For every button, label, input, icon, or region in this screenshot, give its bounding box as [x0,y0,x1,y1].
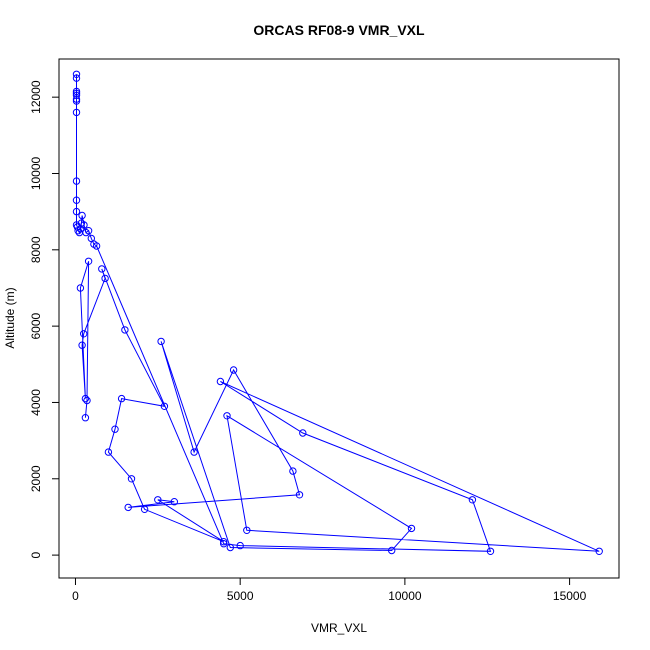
data-point [101,274,109,283]
data-point [388,546,396,555]
data-point [220,540,228,548]
data-point [220,538,228,546]
data-point [72,87,81,96]
data-point [78,211,86,220]
data-point [111,425,119,433]
x-axis: 0 5000 10000 15000 [72,577,587,603]
data-point [72,196,81,204]
data-point [72,108,81,117]
data-point [157,337,165,346]
data-point [76,284,85,292]
data-point [216,377,225,386]
data-point [72,74,81,82]
data-series [72,70,603,555]
data-point [80,330,88,338]
data-point [243,526,251,534]
data-point [98,265,106,273]
data-point [295,491,304,499]
data-point [78,341,86,349]
x-tick-label: 0 [72,589,79,603]
data-point [80,221,88,229]
data-point [229,366,238,374]
data-point [72,89,81,98]
data-point [81,414,90,422]
data-point [104,448,113,456]
y-tick-label: 0 [29,551,43,558]
data-point [190,448,198,456]
data-point [72,70,81,79]
x-tick-label: 10000 [388,589,422,603]
data-point [170,498,179,506]
data-point [72,177,81,185]
data-point [226,543,235,552]
y-axis-label: Altitude (m) [3,287,17,348]
data-point [236,541,244,550]
y-tick-label: 8000 [29,236,43,263]
data-point [140,505,149,513]
x-tick-label: 15000 [553,589,587,603]
data-point [72,207,81,216]
data-point [72,97,81,105]
data-point [468,496,477,504]
data-point [127,475,136,483]
data-point [154,496,162,504]
chart-title: ORCAS RF08-9 VMR_VXL [253,22,425,38]
data-point [72,91,81,100]
data-point [124,503,132,512]
data-point [81,394,90,403]
series-line [76,74,600,552]
data-point [223,412,231,420]
y-tick-label: 12000 [29,80,43,114]
data-point [486,547,495,555]
data-point [92,242,101,250]
data-point [121,326,129,334]
data-point [83,396,91,405]
data-point [84,227,93,235]
data-point [72,95,81,103]
y-axis: 0 2000 4000 6000 8000 10000 12000 [29,80,60,558]
data-point [117,394,126,403]
x-axis-label: VMR_VXL [311,621,367,635]
x-tick-label: 5000 [227,589,254,603]
y-tick-label: 4000 [29,389,43,416]
data-point [289,467,297,475]
y-tick-label: 10000 [29,156,43,190]
data-point [595,547,603,555]
y-tick-label: 2000 [29,465,43,492]
y-tick-label: 6000 [29,312,43,339]
data-point [299,429,307,437]
data-point [407,524,416,533]
data-point [84,257,93,265]
data-point [160,402,169,410]
